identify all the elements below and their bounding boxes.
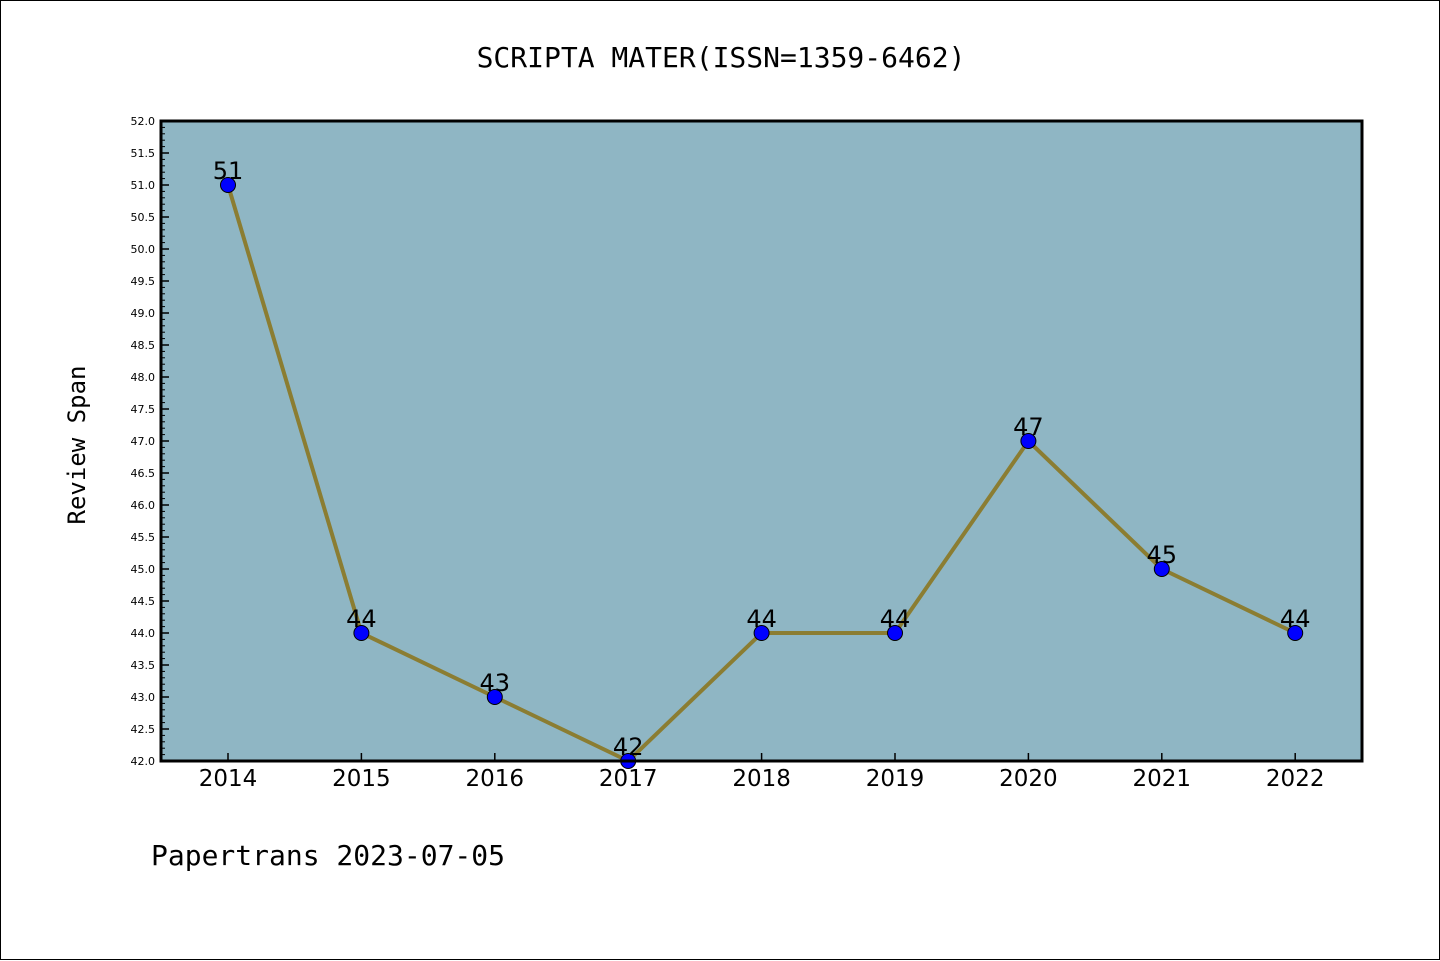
y-tick-label: 49.5 — [131, 275, 156, 288]
data-point — [1020, 433, 1037, 449]
y-tick-label: 42.0 — [131, 755, 156, 768]
plot-area — [161, 121, 1362, 761]
data-point — [1153, 561, 1170, 577]
data-point — [220, 177, 236, 193]
data-point — [353, 625, 370, 641]
y-axis-label: Review Span — [63, 366, 91, 525]
x-tick-label: 2020 — [999, 766, 1058, 792]
data-label: 45 — [1147, 541, 1178, 569]
data-label: 44 — [346, 605, 377, 633]
y-axis: 42.0 42.5 43.0 43.5 44.0 44.5 45.0 45.5 46.0 46.5… — [131, 115, 169, 768]
y-tick-label: 47.0 — [131, 435, 156, 448]
y-tick-label: 51.0 — [131, 179, 156, 192]
y-tick-label: 48.0 — [131, 371, 156, 384]
y-tick-label: 47.5 — [131, 403, 156, 416]
y-tick-label: 45.0 — [131, 563, 156, 576]
x-tick-label: 2017 — [599, 766, 658, 792]
y-tick-label: 48.5 — [131, 339, 156, 352]
data-point — [887, 625, 903, 641]
data-labels: 51 44 43 42 44 44 47 45 44 — [213, 157, 1311, 761]
x-tick-label: 2021 — [1133, 766, 1192, 792]
x-axis: 2014 2015 2016 2017 2018 2019 2020 2021 2022 — [199, 753, 1325, 792]
data-label: 44 — [746, 605, 777, 633]
chart-title: SCRIPTA MATER(ISSN=1359-6462) — [477, 41, 966, 74]
x-tick-label: 2015 — [332, 766, 391, 792]
data-point — [486, 689, 503, 705]
data-point — [753, 625, 770, 641]
y-tick-label: 50.5 — [131, 211, 156, 224]
data-label: 44 — [880, 605, 911, 633]
x-tick-label: 2018 — [732, 766, 791, 792]
y-tick-label: 52.0 — [131, 115, 156, 128]
y-tick-label: 45.5 — [131, 531, 156, 544]
data-label: 42 — [613, 733, 644, 761]
y-tick-label: 43.0 — [131, 691, 156, 704]
data-label: 47 — [1013, 413, 1044, 441]
y-tick-label: 42.5 — [131, 723, 156, 736]
y-tick-label: 46.0 — [131, 499, 156, 512]
x-tick-label: 2016 — [466, 766, 525, 792]
y-tick-label: 44.0 — [131, 627, 156, 640]
y-tick-label: 43.5 — [131, 659, 156, 672]
x-tick-label: 2019 — [866, 766, 925, 792]
y-tick-label: 46.5 — [131, 467, 156, 480]
data-label: 51 — [213, 157, 244, 185]
plot-border — [159, 119, 1364, 763]
x-tick-label: 2022 — [1266, 766, 1325, 792]
y-tick-label: 51.5 — [131, 147, 156, 160]
y-tick-label: 50.0 — [131, 243, 156, 256]
y-tick-label: 49.0 — [131, 307, 156, 320]
data-label: 44 — [1280, 605, 1311, 633]
y-tick-label: 44.5 — [131, 595, 156, 608]
data-point — [1287, 625, 1304, 641]
data-label: 43 — [480, 669, 511, 697]
x-tick-label: 2014 — [199, 766, 258, 792]
footer-text: Papertrans 2023-07-05 — [151, 839, 505, 872]
